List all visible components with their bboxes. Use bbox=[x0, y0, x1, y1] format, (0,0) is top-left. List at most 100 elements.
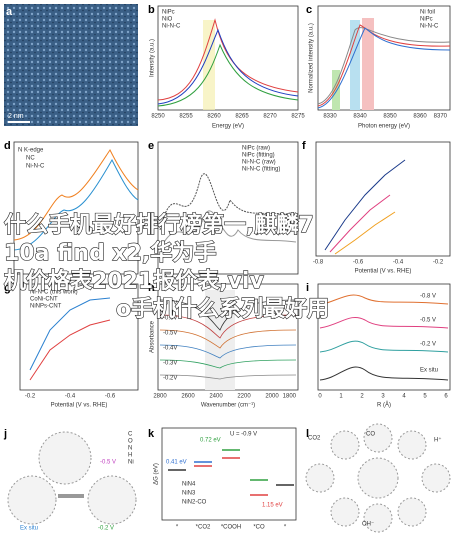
label: OH⁻ bbox=[362, 522, 374, 528]
axes bbox=[317, 283, 451, 391]
tick: -0.2 bbox=[433, 260, 444, 266]
tick: 2400 bbox=[209, 394, 223, 400]
tick: -0.4 bbox=[393, 260, 404, 266]
legend: Ni-N-C (raw) bbox=[242, 160, 276, 166]
band bbox=[362, 18, 374, 110]
legend: NiPc (raw) bbox=[242, 146, 270, 152]
tick: 1 bbox=[339, 394, 343, 400]
axes bbox=[157, 5, 299, 111]
label: U = -0.9 V bbox=[230, 432, 257, 438]
spectra bbox=[159, 299, 297, 380]
curve bbox=[13, 158, 139, 251]
tick: 8270 bbox=[263, 114, 277, 120]
legend: NiNPs-CNT bbox=[30, 304, 62, 310]
legend: NiN3 bbox=[182, 491, 196, 497]
panel-letter: g bbox=[4, 282, 11, 294]
curve bbox=[157, 28, 299, 105]
overlay-text: o手机什么系列最好用 bbox=[116, 296, 329, 322]
panel-letter: f bbox=[302, 140, 306, 152]
curve bbox=[29, 319, 111, 381]
curve bbox=[334, 211, 396, 255]
curve bbox=[159, 210, 297, 251]
label: -0.5 V bbox=[100, 460, 116, 466]
category: * bbox=[284, 525, 287, 531]
legend: NiO bbox=[162, 17, 173, 23]
overlay-text: 什么手机最好排行榜第一,麒麟7 bbox=[4, 212, 314, 238]
label: -0.5V bbox=[163, 331, 177, 337]
label: -0.4V bbox=[163, 346, 177, 352]
curve bbox=[319, 340, 449, 353]
tick: -0.2 bbox=[25, 394, 36, 400]
tick: 3 bbox=[381, 394, 385, 400]
legend: NiN2-CO bbox=[182, 500, 207, 506]
levels bbox=[168, 449, 294, 496]
molecule bbox=[38, 431, 92, 485]
category: *CO bbox=[253, 525, 265, 531]
label: -0.2 V bbox=[420, 342, 436, 348]
x-label: Potential (V vs. RHE) bbox=[51, 403, 108, 409]
label: Ex situ bbox=[420, 368, 438, 374]
label: 0.41 eV bbox=[166, 460, 187, 466]
legend: Ni-N-C (fitting) bbox=[242, 167, 280, 173]
panel-letter: j bbox=[3, 428, 7, 440]
label: CO2 bbox=[308, 436, 321, 442]
legend: C bbox=[128, 432, 133, 438]
legend: Ni-N-C bbox=[26, 164, 45, 170]
axes bbox=[13, 141, 139, 275]
curve bbox=[157, 43, 299, 107]
cycle bbox=[305, 423, 451, 533]
curve bbox=[319, 316, 449, 329]
y-label: Absorbance bbox=[150, 320, 156, 353]
molecule bbox=[87, 475, 137, 525]
tick: 6 bbox=[444, 394, 448, 400]
molecule bbox=[7, 475, 57, 525]
tick: 2000 bbox=[265, 394, 279, 400]
curve bbox=[157, 18, 299, 101]
panel-letter: i bbox=[306, 282, 309, 294]
legend: NiPc (fitting) bbox=[242, 153, 275, 159]
tick: 2600 bbox=[181, 394, 195, 400]
y-label: ΔG (eV) bbox=[154, 463, 160, 485]
tick: 8260 bbox=[207, 114, 221, 120]
curve bbox=[329, 194, 391, 253]
legend: CoNi-CNT bbox=[30, 297, 58, 303]
tick: 8275 bbox=[291, 114, 305, 120]
label: Ex situ bbox=[20, 526, 38, 532]
curve bbox=[317, 27, 451, 109]
tick: 4 bbox=[402, 394, 406, 400]
category: * bbox=[176, 525, 179, 531]
axes bbox=[315, 141, 451, 257]
label: 1.15 eV bbox=[262, 503, 283, 509]
tick: 8330 bbox=[323, 114, 337, 120]
overlay-text: 10a find x2,华为手 bbox=[4, 240, 216, 266]
x-label: Wavenumber (cm⁻¹) bbox=[201, 403, 255, 409]
label: -0.6V bbox=[163, 316, 177, 322]
tick: 5 bbox=[423, 394, 427, 400]
overlay-text: 机价格表2021报价表,viv bbox=[4, 268, 264, 294]
tick: 8340 bbox=[353, 114, 367, 120]
curve bbox=[317, 24, 451, 107]
legend: NiPc bbox=[420, 17, 433, 23]
tick: 8360 bbox=[413, 114, 427, 120]
legend: N bbox=[128, 446, 132, 452]
panel-letter: k bbox=[148, 428, 155, 440]
legend: NiN4 bbox=[182, 482, 196, 488]
tick: -0.6 bbox=[353, 260, 364, 266]
label: -0.3V bbox=[163, 361, 177, 367]
scale-label: 2 nm bbox=[8, 113, 24, 120]
legend: O bbox=[128, 439, 133, 445]
tick: 8255 bbox=[179, 114, 193, 120]
legend: Ni foil bbox=[420, 10, 435, 16]
axes bbox=[317, 5, 451, 111]
panel-letter: e bbox=[148, 140, 154, 152]
label: H⁺ bbox=[434, 437, 442, 444]
tick: -0.8 bbox=[313, 260, 324, 266]
curve bbox=[159, 173, 297, 231]
curve bbox=[29, 297, 111, 371]
curve bbox=[317, 27, 451, 105]
x-label: Photon energy (eV) bbox=[358, 124, 410, 130]
panel-letter: d bbox=[4, 140, 11, 152]
label: CO bbox=[366, 432, 375, 438]
tick: 2800 bbox=[153, 394, 167, 400]
